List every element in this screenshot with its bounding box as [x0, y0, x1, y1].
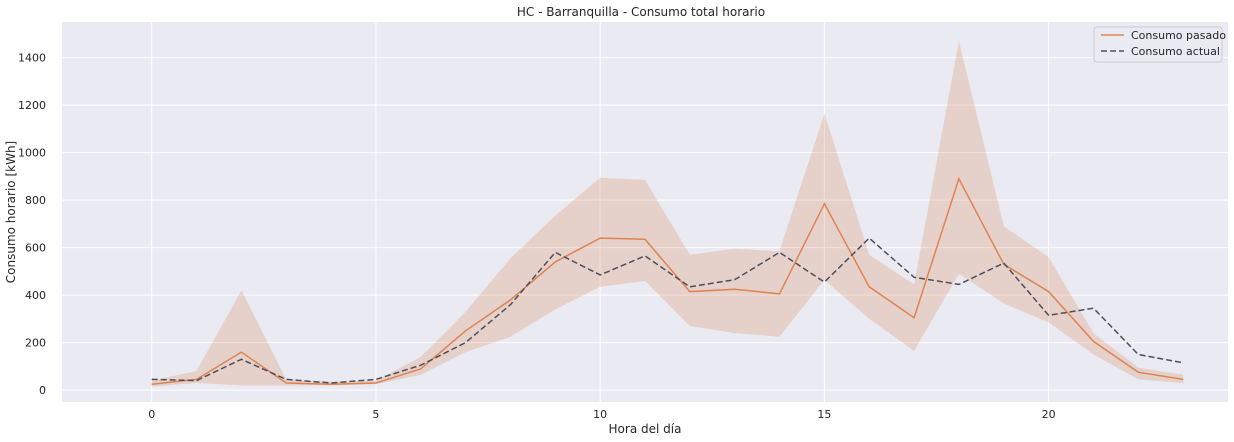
- x-tick-label: 10: [593, 408, 607, 421]
- y-tick-label: 200: [25, 337, 46, 350]
- legend-label-consumo-actual: Consumo actual: [1131, 45, 1220, 58]
- series-lines: [151, 176, 1184, 385]
- y-tick-label: 800: [25, 194, 46, 207]
- y-tick-label: 0: [39, 384, 46, 397]
- x-tick-label: 0: [148, 408, 155, 421]
- legend-box: [1093, 26, 1223, 63]
- x-axis-label: Hora del día: [609, 422, 682, 436]
- y-tick-label: 1400: [18, 52, 46, 65]
- legend: Consumo pasado Consumo actual: [1093, 26, 1226, 63]
- chart-title: HC - Barranquilla - Consumo total horari…: [517, 5, 765, 19]
- x-tick-label: 15: [817, 408, 831, 421]
- y-tick-labels: 0 200 400 600 800 1000 1200 1400: [18, 52, 46, 398]
- confidence-bands: [151, 41, 1184, 387]
- y-tick-label: 600: [25, 242, 46, 255]
- x-tick-label: 5: [372, 408, 379, 421]
- x-tick-labels: 0 5 10 15 20: [148, 408, 1055, 421]
- grid: [62, 22, 1228, 402]
- confidence-band-0: [151, 41, 1184, 387]
- series-line-0: [151, 176, 1184, 385]
- y-tick-label: 1200: [18, 99, 46, 112]
- legend-label-consumo-pasado: Consumo pasado: [1131, 29, 1226, 42]
- y-tick-label: 1000: [18, 147, 46, 160]
- y-tick-label: 400: [25, 289, 46, 302]
- plot-background: [62, 22, 1228, 402]
- y-axis-label: Consumo horario [kWh]: [4, 141, 18, 283]
- series-line-1: [151, 237, 1184, 384]
- x-tick-label: 20: [1042, 408, 1056, 421]
